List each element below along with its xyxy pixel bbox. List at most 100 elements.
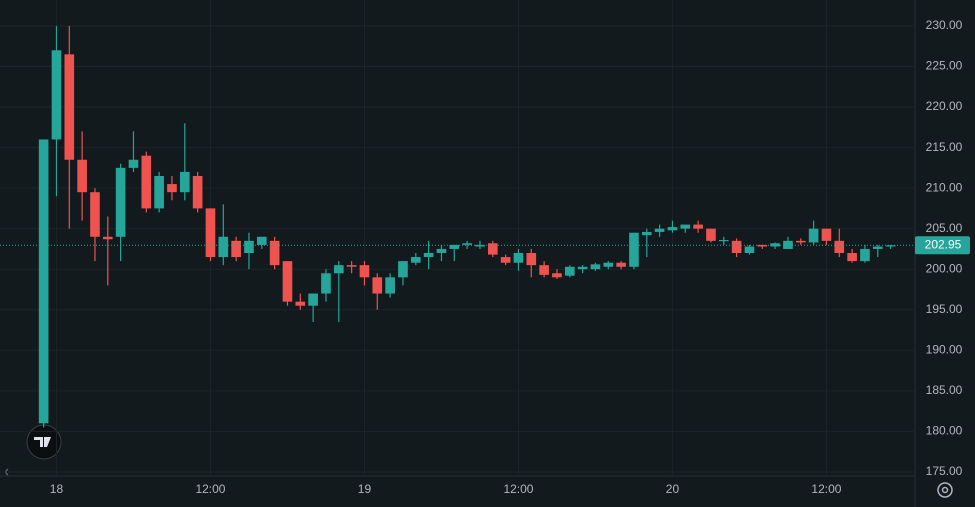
candle-body: [526, 253, 537, 266]
candle: [231, 236, 241, 262]
x-tick-label: 12:00: [811, 482, 841, 496]
candle: [154, 171, 164, 213]
candle-body: [693, 224, 703, 229]
candle: [141, 151, 152, 213]
candle: [436, 244, 447, 262]
y-tick-label: 210.00: [926, 180, 963, 194]
candle: [590, 262, 601, 271]
settings-center[interactable]: [941, 486, 949, 494]
candle-body: [154, 175, 164, 209]
candle: [38, 139, 49, 428]
candle: [564, 265, 575, 278]
candle-body: [680, 224, 691, 229]
candle: [731, 238, 742, 258]
y-tick-label: 185.00: [926, 383, 963, 397]
candle: [372, 273, 383, 310]
candle-body: [218, 236, 229, 258]
last-price-badge: [915, 236, 970, 255]
candle-body: [783, 240, 793, 249]
candle: [244, 232, 254, 270]
candle: [808, 220, 819, 245]
candle: [834, 228, 845, 258]
candle-body: [410, 257, 421, 263]
candle: [629, 232, 639, 270]
candle: [128, 131, 139, 172]
last-price-label: 202.95: [925, 237, 962, 251]
candle-body: [603, 262, 614, 267]
candle: [552, 269, 562, 279]
y-tick-label: 215.00: [926, 140, 963, 154]
settings-icon[interactable]: [937, 482, 953, 498]
candle-body: [770, 243, 780, 247]
candle: [693, 220, 703, 233]
candle-body: [654, 228, 665, 232]
candle: [795, 238, 806, 245]
candle-body: [449, 244, 460, 249]
candle-body: [372, 277, 383, 294]
candle: [385, 273, 395, 298]
candle-body: [423, 253, 434, 258]
candle: [346, 261, 357, 274]
candle-body: [308, 293, 318, 306]
candle-body: [346, 265, 357, 267]
candle-body: [359, 265, 370, 278]
candle-body: [500, 257, 511, 263]
candle-body: [51, 50, 62, 140]
candle: [359, 261, 370, 286]
candle-body: [333, 265, 344, 274]
candle-body: [295, 301, 306, 306]
candle: [847, 248, 857, 263]
candle: [256, 236, 267, 249]
candle-body: [590, 264, 601, 270]
candle-body: [141, 155, 152, 209]
candle: [603, 261, 614, 270]
y-tick-label: 175.00: [926, 464, 963, 478]
candle-body: [847, 253, 857, 262]
candle: [885, 244, 896, 249]
candle-body: [475, 244, 485, 247]
settings-ring[interactable]: [937, 482, 953, 498]
x-tick-label: 20: [666, 482, 680, 496]
candle: [526, 248, 537, 278]
candle: [218, 204, 229, 266]
logo[interactable]: [26, 424, 62, 460]
candle-body: [128, 159, 139, 168]
candle-body: [90, 192, 100, 237]
candle-body: [616, 262, 626, 267]
candle: [577, 265, 588, 274]
candle-body: [179, 171, 190, 193]
candle-body: [321, 273, 331, 294]
logo-mark[interactable]: [34, 437, 51, 447]
candle-body: [167, 184, 177, 193]
candle: [641, 228, 652, 258]
candle-body: [885, 245, 896, 247]
candle-body: [231, 240, 241, 258]
candle-body: [38, 139, 49, 424]
candle: [192, 171, 203, 213]
candle-body: [462, 243, 472, 245]
candle-body: [102, 236, 113, 240]
candle-body: [385, 277, 395, 294]
x-tick-label: 18: [50, 482, 64, 496]
y-tick-label: 195.00: [926, 302, 963, 316]
candle: [449, 244, 460, 262]
candle-body: [860, 248, 870, 262]
candle: [64, 25, 75, 229]
candle-body: [577, 266, 588, 270]
candle-body: [539, 265, 549, 275]
candle: [487, 240, 498, 258]
candle: [167, 175, 177, 201]
candle: [667, 220, 678, 233]
candle-body: [821, 228, 832, 241]
candle: [783, 236, 793, 249]
candle: [179, 123, 190, 201]
candle: [423, 240, 434, 270]
y-tick-label: 205.00: [926, 221, 963, 235]
y-tick-label: 200.00: [926, 261, 963, 275]
candle-body: [487, 243, 498, 255]
x-tick-label: 12:00: [195, 482, 225, 496]
candle: [770, 242, 780, 249]
candle-body: [398, 261, 408, 278]
